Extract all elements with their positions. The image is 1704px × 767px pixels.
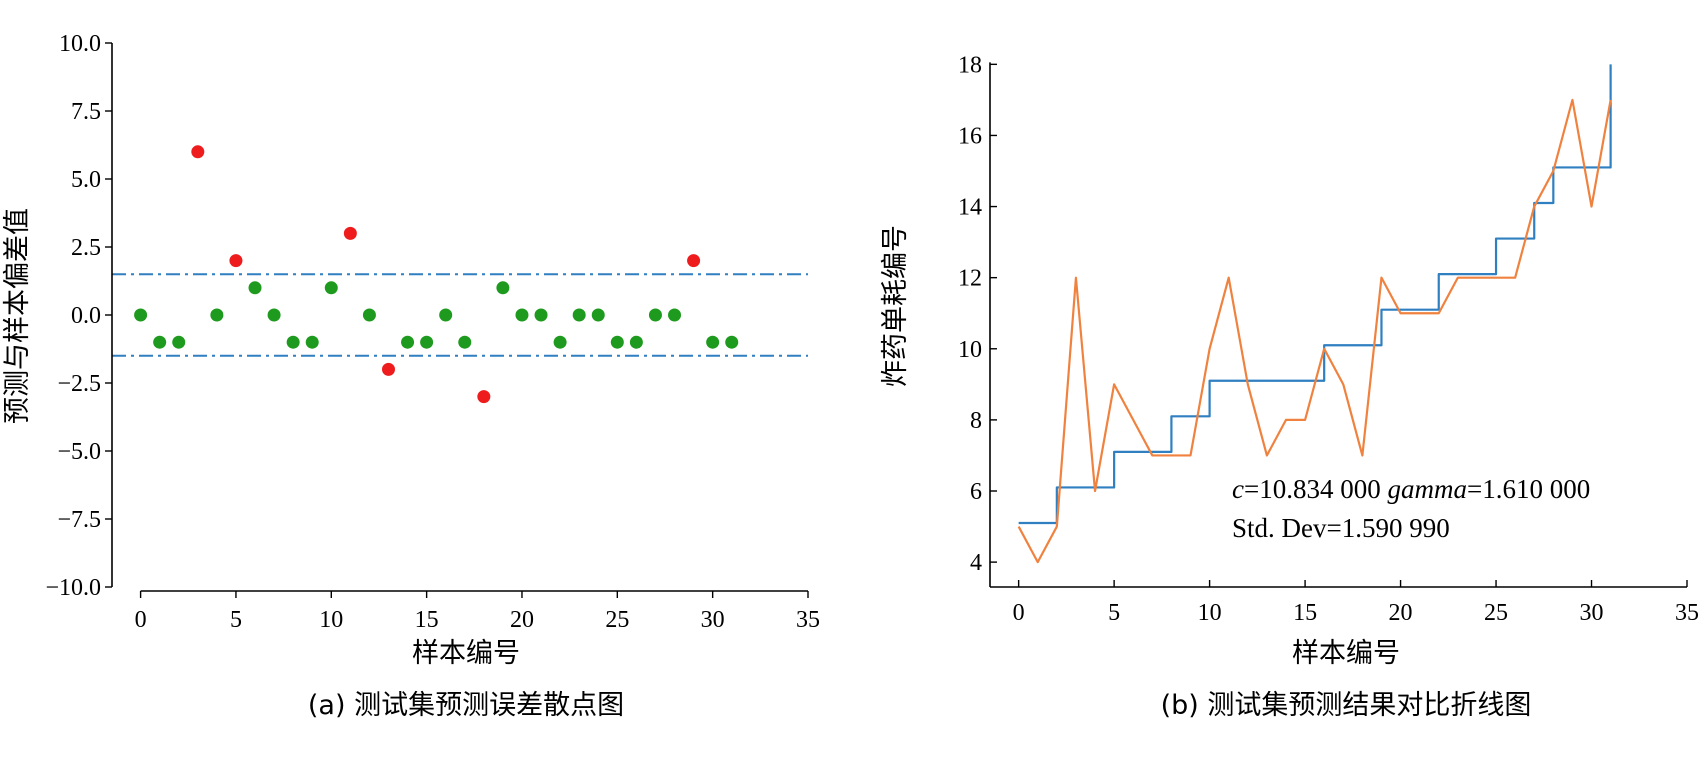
data-point	[401, 335, 415, 349]
data-point	[496, 281, 510, 295]
y-tick-label: −10.0	[45, 575, 101, 601]
y-tick-label: 14	[958, 195, 982, 221]
data-point	[439, 308, 453, 322]
axes	[989, 62, 1687, 588]
data-point	[534, 308, 548, 322]
y-ticks: 10.0 7.5 5.0 2.5 0.0 −2.5 −5.0 −7.5 −10.0	[45, 31, 112, 601]
y-tick-label: 7.5	[71, 99, 101, 125]
y-tick-label: 8	[970, 408, 982, 434]
x-tick-label: 25	[605, 607, 629, 633]
gamma-value: =1.610 000	[1467, 474, 1590, 504]
outlier-point	[687, 254, 701, 268]
gamma-label: gamma	[1387, 474, 1467, 504]
x-tick-label: 0	[135, 607, 147, 633]
y-ticks: 4 6 8 10 12 14 16 18	[958, 52, 997, 576]
data-point	[591, 308, 605, 322]
x-tick-label: 20	[1389, 600, 1413, 626]
data-point	[153, 335, 167, 349]
data-point	[629, 335, 643, 349]
c-label: c	[1232, 474, 1244, 504]
x-tick-label: 30	[1580, 600, 1604, 626]
y-tick-label: −7.5	[57, 507, 101, 533]
x-tick-label: 30	[701, 607, 725, 633]
outlier-point	[229, 254, 243, 268]
c-value: =10.834 000	[1244, 474, 1387, 504]
data-point	[362, 308, 376, 322]
data-points	[134, 145, 739, 404]
y-tick-label: 18	[958, 52, 982, 78]
data-point	[248, 281, 262, 295]
threshold-lines	[112, 273, 808, 357]
data-point	[515, 308, 529, 322]
y-tick-label: −5.0	[57, 439, 101, 465]
data-point	[267, 308, 281, 322]
series-line-blue	[1018, 64, 1612, 525]
y-tick-label: 0.0	[71, 303, 101, 329]
data-point	[420, 335, 434, 349]
chart-caption: (b) 测试集预测结果对比折线图	[1161, 690, 1532, 721]
x-tick-label: 35	[1675, 600, 1699, 626]
outlier-point	[381, 362, 395, 376]
data-point	[134, 308, 148, 322]
x-ticks: 0 5 10 15 20 25 30 35	[135, 591, 820, 633]
y-tick-label: 4	[970, 550, 982, 576]
parameter-annotation: c=10.834 000 gamma=1.610 000	[1232, 474, 1590, 504]
x-tick-label: 25	[1484, 600, 1508, 626]
outlier-point	[477, 390, 491, 404]
y-axis-title: 炸药单耗编号	[880, 225, 911, 387]
data-point	[210, 308, 224, 322]
y-tick-label: 5.0	[71, 167, 101, 193]
data-point	[725, 335, 739, 349]
data-point	[648, 308, 662, 322]
y-tick-label: 2.5	[71, 235, 101, 261]
x-tick-label: 15	[1293, 600, 1317, 626]
chart-caption: (a) 测试集预测误差散点图	[308, 690, 624, 721]
x-tick-label: 15	[415, 607, 439, 633]
data-point	[706, 335, 720, 349]
data-point	[668, 308, 682, 322]
series-lines	[1017, 64, 1612, 564]
x-axis-title: 样本编号	[412, 638, 520, 669]
std-dev-annotation: Std. Dev=1.590 990	[1232, 513, 1450, 543]
x-tick-label: 0	[1013, 600, 1025, 626]
data-point	[172, 335, 186, 349]
x-tick-label: 10	[1198, 600, 1222, 626]
x-tick-label: 35	[796, 607, 820, 633]
y-tick-label: 12	[958, 266, 982, 292]
x-tick-label: 5	[1108, 600, 1120, 626]
x-tick-label: 10	[319, 607, 343, 633]
y-axis-title: 预测与样本偏差值	[2, 208, 33, 424]
data-point	[458, 335, 472, 349]
data-point	[572, 308, 586, 322]
line-chart: 0 5 10 15 20 25 30 35 4 6 8 10 12 14 16 18 样本编号 炸药单耗编号…	[880, 52, 1699, 721]
x-axis-title: 样本编号	[1292, 638, 1400, 669]
outlier-point	[343, 226, 357, 240]
data-point	[610, 335, 624, 349]
outlier-point	[191, 145, 205, 159]
x-ticks: 0 5 10 15 20 25 30 35	[1013, 580, 1699, 626]
y-tick-label: 16	[958, 123, 982, 149]
data-point	[324, 281, 338, 295]
scatter-chart: 0 5 10 15 20 25 30 35 10.0 7.5 5.0 2.5 0.0 −2.5 −5.0 −…	[2, 31, 820, 721]
data-point	[553, 335, 567, 349]
y-tick-label: 10	[958, 337, 982, 363]
series-line-orange	[1017, 98, 1612, 564]
x-tick-label: 5	[230, 607, 242, 633]
y-tick-label: −2.5	[57, 371, 101, 397]
y-tick-label: 10.0	[59, 31, 101, 57]
x-tick-label: 20	[510, 607, 534, 633]
data-point	[305, 335, 319, 349]
data-point	[286, 335, 300, 349]
y-tick-label: 6	[970, 479, 982, 505]
